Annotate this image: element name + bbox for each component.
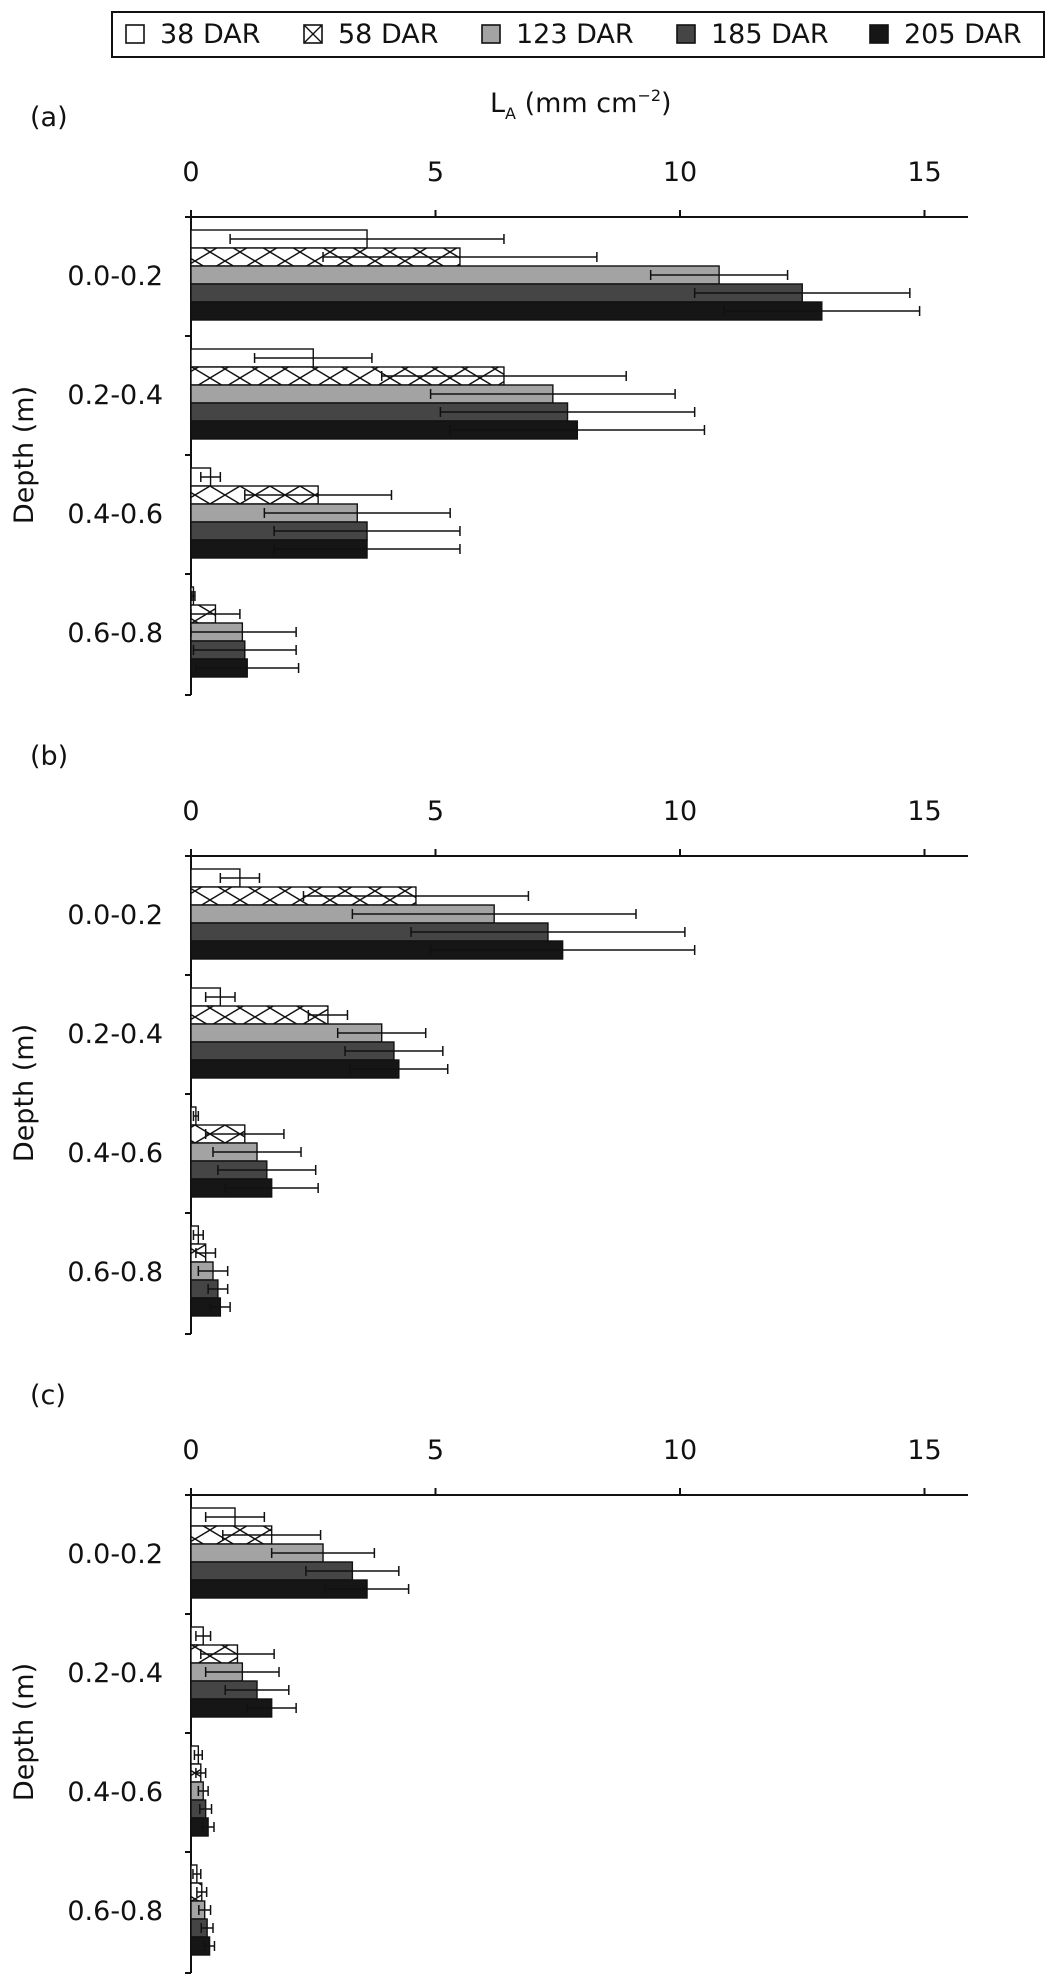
panel-a: (a) Depth (m) 0 5 10 15 0.0-0.2 0.2-0.4 0.4-0.… [9,102,968,696]
y-tick-label: 0.6-0.8 [67,618,163,649]
x-tick-label: 0 [182,796,199,827]
panel-label: (b) [30,741,68,772]
x-axis-title-main: L [490,88,505,119]
panel-b: (b) Depth (m) 0 5 10 15 0.0-0.2 0.2-0.4 0.4-0.… [9,741,968,1335]
x-tick-label: 5 [427,157,444,188]
x-tick-label: 5 [427,1435,444,1466]
y-tick-label: 0.2-0.4 [67,1658,163,1689]
y-tick-label: 0.0-0.2 [67,261,163,292]
y-tick-label: 0.0-0.2 [67,1539,163,1570]
panel-label: (c) [30,1380,66,1411]
x-tick-label: 15 [907,796,941,827]
y-tick-label: 0.2-0.4 [67,380,163,411]
x-tick-label: 5 [427,796,444,827]
legend-swatch-dark-grey [676,24,696,44]
y-tick-label: 0.4-0.6 [67,1138,163,1169]
y-tick-label: 0.2-0.4 [67,1019,163,1050]
legend-item-185-dar: 185 DAR [676,19,829,50]
y-axis-title: Depth (m) [9,1024,40,1162]
y-tick-label: 0.4-0.6 [67,1777,163,1808]
legend-label: 185 DAR [711,19,829,50]
x-tick-label: 0 [182,1435,199,1466]
x-axis-title-close: ) [661,88,672,119]
bar-123-dar-0-0-0-2 [190,265,720,285]
legend-label: 58 DAR [338,19,439,50]
legend-item-205-dar: 205 DAR [869,19,1022,50]
legend-label: 38 DAR [160,19,261,50]
y-tick-label: 0.0-0.2 [67,900,163,931]
legend: 38 DAR 58 DAR 123 DAR 185 DAR 205 DAR [111,11,1045,58]
legend-item-123-dar: 123 DAR [481,19,634,50]
x-axis-title-sub: A [505,104,516,123]
legend-swatch-open [125,24,145,44]
x-tick-label: 15 [907,1435,941,1466]
x-axis-title: LA (mm cm−2) [490,86,672,123]
x-tick-label: 0 [182,157,199,188]
legend-item-58-dar: 58 DAR [303,19,439,50]
y-tick-label: 0.6-0.8 [67,1257,163,1288]
legend-swatch-light-grey [481,24,501,44]
y-tick-label: 0.6-0.8 [67,1896,163,1927]
y-axis-title: Depth (m) [9,1663,40,1801]
legend-hatch-mark [303,24,323,44]
legend-swatch-black [869,24,889,44]
legend-label: 123 DAR [516,19,634,50]
x-tick-label: 10 [663,796,697,827]
bar-58-dar-0-2-0-4 [190,1005,329,1025]
panel-label: (a) [30,102,68,133]
panel-c: (c) Depth (m) 0 5 10 15 0.0-0.2 0.2-0.4 0.4-0.… [9,1380,968,1974]
x-tick-label: 15 [907,157,941,188]
x-tick-label: 10 [663,1435,697,1466]
legend-label: 205 DAR [904,19,1022,50]
x-tick-label: 10 [663,157,697,188]
y-tick-label: 0.4-0.6 [67,499,163,530]
x-axis-title-exp: −2 [637,86,661,105]
y-axis-title: Depth (m) [9,386,40,524]
legend-item-38-dar: 38 DAR [125,19,261,50]
x-axis-title-rest: (mm cm [516,88,637,119]
